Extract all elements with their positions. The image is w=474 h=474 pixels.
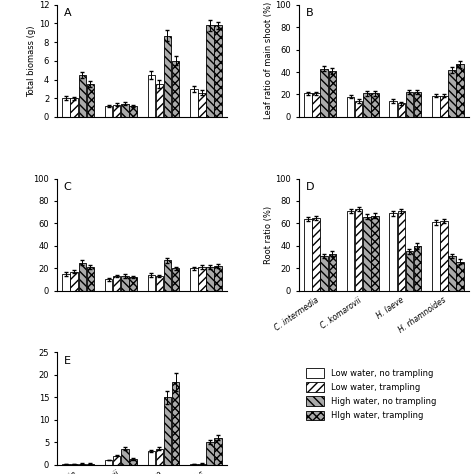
Bar <box>155 84 163 117</box>
Bar <box>87 464 94 465</box>
Bar <box>79 263 86 291</box>
Bar <box>105 460 112 465</box>
Text: C: C <box>64 182 72 192</box>
Bar <box>432 222 439 291</box>
Bar <box>147 451 155 465</box>
Bar <box>214 266 222 291</box>
Bar <box>79 464 86 465</box>
Bar <box>121 449 128 465</box>
Y-axis label: Root ratio (%): Root ratio (%) <box>264 206 273 264</box>
Bar <box>206 442 214 465</box>
Bar <box>406 251 413 291</box>
Bar <box>129 459 137 465</box>
Bar <box>304 219 312 291</box>
Bar <box>172 382 179 465</box>
Bar <box>440 221 447 291</box>
Bar <box>312 218 320 291</box>
Bar <box>198 267 206 291</box>
Bar <box>398 211 405 291</box>
Bar <box>105 280 112 291</box>
Bar <box>347 97 355 117</box>
Bar <box>456 64 464 117</box>
Bar <box>206 25 214 117</box>
Bar <box>390 213 397 291</box>
Bar <box>198 92 206 117</box>
Text: B: B <box>306 8 313 18</box>
Bar <box>164 260 171 291</box>
Bar <box>172 268 179 291</box>
Bar <box>172 61 179 117</box>
Bar <box>129 106 137 117</box>
Bar <box>87 84 94 117</box>
Bar <box>113 276 120 291</box>
Bar <box>198 464 206 465</box>
Bar <box>320 256 328 291</box>
Bar <box>440 96 447 117</box>
Bar <box>456 262 464 291</box>
Bar <box>448 256 456 291</box>
Bar <box>105 106 112 117</box>
Text: A: A <box>64 8 71 18</box>
Bar <box>79 75 86 117</box>
Bar <box>190 89 198 117</box>
Bar <box>328 71 336 117</box>
Bar <box>448 70 456 117</box>
Bar <box>121 104 128 117</box>
Bar <box>190 268 198 291</box>
Y-axis label: Leaf ratio of main shoot (%): Leaf ratio of main shoot (%) <box>264 2 273 119</box>
Text: E: E <box>64 356 71 366</box>
Bar <box>363 93 371 117</box>
Bar <box>62 274 70 291</box>
Bar <box>164 397 171 465</box>
Bar <box>147 75 155 117</box>
Bar <box>121 276 128 291</box>
Bar <box>355 101 363 117</box>
Bar <box>214 25 222 117</box>
Bar <box>214 438 222 465</box>
Bar <box>62 98 70 117</box>
Bar <box>320 69 328 117</box>
Bar <box>363 217 371 291</box>
Bar <box>355 209 363 291</box>
Bar <box>414 92 421 117</box>
Bar <box>328 254 336 291</box>
Bar <box>432 96 439 117</box>
Bar <box>155 449 163 465</box>
Text: D: D <box>306 182 314 192</box>
Bar <box>113 456 120 465</box>
Y-axis label: Total biomass (g): Total biomass (g) <box>27 25 36 97</box>
Legend: Low water, no trampling, Low water, trampling, High water, no trampling, HIgh wa: Low water, no trampling, Low water, tram… <box>303 365 438 423</box>
Bar <box>312 93 320 117</box>
Bar <box>347 211 355 291</box>
Bar <box>71 272 78 291</box>
Bar <box>129 277 137 291</box>
Bar <box>206 267 214 291</box>
Bar <box>406 92 413 117</box>
Bar <box>147 275 155 291</box>
Bar <box>155 276 163 291</box>
Bar <box>398 103 405 117</box>
Bar <box>371 93 379 117</box>
Bar <box>371 216 379 291</box>
Bar <box>414 246 421 291</box>
Bar <box>390 101 397 117</box>
Bar <box>113 105 120 117</box>
Bar <box>164 36 171 117</box>
Bar <box>71 98 78 117</box>
Bar <box>87 267 94 291</box>
Bar <box>304 93 312 117</box>
